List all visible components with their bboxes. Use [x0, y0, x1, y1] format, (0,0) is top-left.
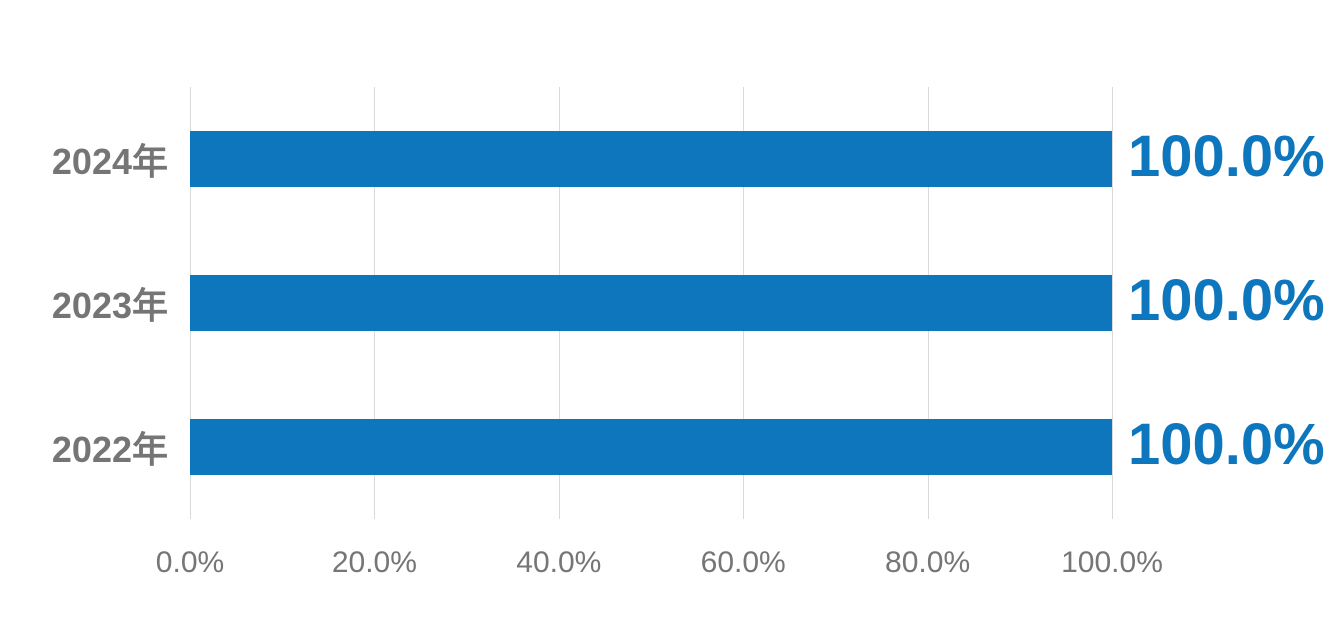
bar-2024年: [190, 131, 1112, 187]
data-label: 100.0%: [1128, 411, 1325, 477]
data-label: 100.0%: [1128, 123, 1325, 189]
bar-2023年: [190, 275, 1112, 331]
x-tick-label: 20.0%: [331, 546, 417, 579]
category-label: 2022年: [51, 429, 168, 470]
x-tick-label: 80.0%: [885, 546, 971, 579]
x-tick-label: 100.0%: [1061, 546, 1163, 579]
plot-area: [190, 87, 1113, 519]
x-tick-label: 60.0%: [700, 546, 786, 579]
data-label: 100.0%: [1128, 267, 1325, 333]
gridline: [1112, 87, 1113, 519]
x-tick-label: 40.0%: [516, 546, 602, 579]
category-label: 2024年: [51, 141, 168, 182]
category-label: 2023年: [51, 285, 168, 326]
x-tick-label: 0.0%: [155, 546, 225, 579]
bar-2022年: [190, 419, 1112, 475]
